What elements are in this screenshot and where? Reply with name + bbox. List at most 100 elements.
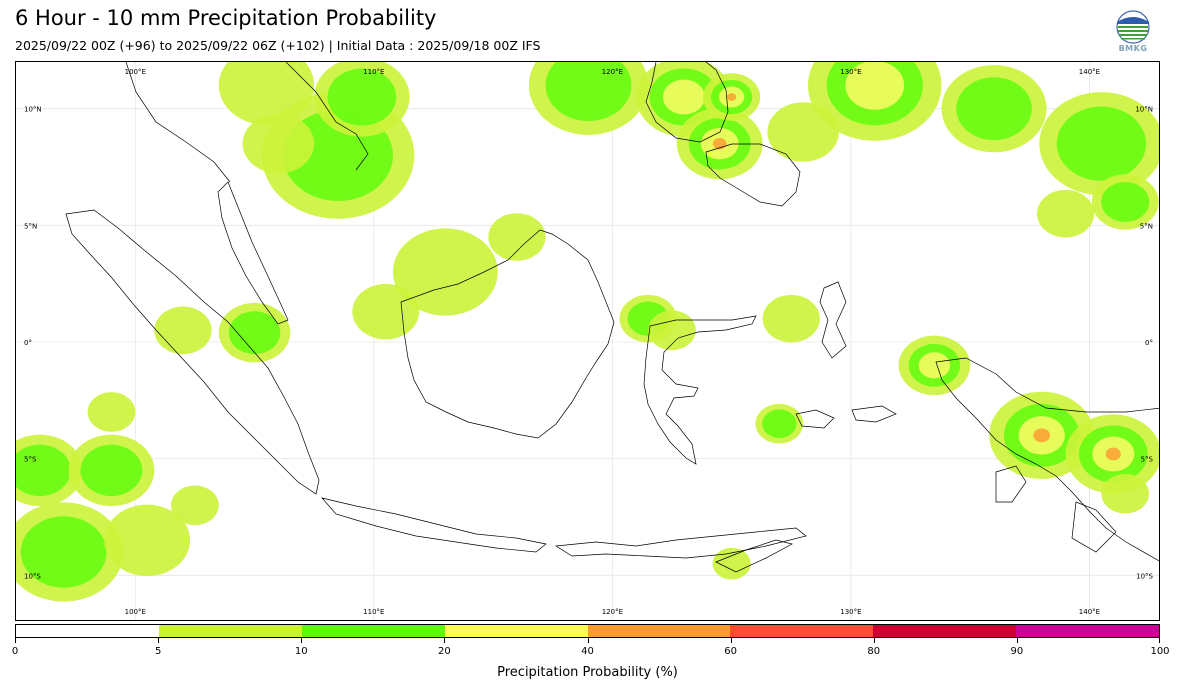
lat-tick-label: 10°S bbox=[1136, 572, 1153, 580]
precip-area-level-1 bbox=[488, 213, 546, 261]
colorbar-tick-label: 100 bbox=[1150, 646, 1170, 657]
colorbar-segment bbox=[444, 625, 588, 637]
indochina-coast bbox=[125, 62, 369, 183]
precip-area-level-3 bbox=[918, 352, 951, 379]
precip-area-level-2 bbox=[20, 516, 107, 588]
lon-tick-label: 120°E bbox=[602, 608, 623, 616]
precip-area-level-1 bbox=[171, 485, 219, 526]
colorbar-tick-label: 5 bbox=[154, 646, 162, 657]
lesser-sunda-coast bbox=[554, 527, 807, 559]
colorbar-tick-label: 0 bbox=[11, 646, 19, 657]
colorbar-tick-label: 90 bbox=[1010, 646, 1024, 657]
coastlines bbox=[65, 62, 1159, 573]
lat-tick-label: 5°S bbox=[1141, 456, 1154, 464]
lat-tick-label: 5°N bbox=[24, 222, 37, 230]
precipitation-layer bbox=[16, 62, 1159, 602]
lon-tick-label: 130°E bbox=[840, 68, 861, 76]
precip-area-level-4 bbox=[727, 93, 737, 101]
precip-area-level-1 bbox=[154, 306, 212, 355]
colorbar-tick-label: 60 bbox=[724, 646, 737, 657]
lon-tick-label: 140°E bbox=[1079, 608, 1100, 616]
precip-area-level-2 bbox=[762, 409, 797, 438]
lat-tick-label: 0° bbox=[1145, 339, 1153, 347]
lat-tick-label: 10°S bbox=[24, 572, 41, 580]
colorbar-tick-label: 80 bbox=[867, 646, 881, 657]
malay-peninsula-coast bbox=[217, 181, 289, 325]
colorbar-tick bbox=[873, 638, 875, 643]
logo-text: BMKG bbox=[1118, 44, 1148, 53]
lon-tick-label: 130°E bbox=[840, 608, 861, 616]
precip-area-level-2 bbox=[16, 444, 71, 497]
precip-area-level-1 bbox=[648, 310, 696, 351]
lon-tick-label: 110°E bbox=[363, 68, 384, 76]
new-guinea-south-coast bbox=[995, 465, 1117, 553]
lat-tick-label: 0° bbox=[24, 339, 32, 347]
precip-area-level-1 bbox=[352, 283, 420, 340]
precip-area-level-2 bbox=[956, 77, 1032, 141]
precip-area-level-1 bbox=[242, 113, 315, 174]
map-canvas: 100°E 100°E 110°E 110°E 120°E 120°E 130°E 130°E… bbox=[16, 62, 1159, 620]
lat-tick-label: 10°N bbox=[24, 106, 42, 114]
precip-area-level-4 bbox=[1033, 428, 1051, 443]
colorbar-tick-label: 10 bbox=[294, 646, 308, 657]
java-coast bbox=[321, 497, 547, 553]
precip-area-level-1 bbox=[1101, 473, 1150, 514]
timor-coast bbox=[715, 539, 793, 573]
mindanao-coast bbox=[705, 143, 801, 207]
precip-area-level-1 bbox=[767, 102, 839, 162]
precip-area-level-1 bbox=[104, 504, 191, 577]
colorbar-tick bbox=[730, 638, 732, 643]
philippines-coast bbox=[645, 62, 729, 143]
sulawesi-coast bbox=[643, 315, 757, 465]
precip-area-level-2 bbox=[1056, 106, 1147, 181]
colorbar-tick bbox=[1159, 638, 1160, 643]
chart-subtitle: 2025/09/22 00Z (+96) to 2025/09/22 06Z (… bbox=[15, 38, 541, 53]
chart-title: 6 Hour - 10 mm Precipitation Probability bbox=[15, 6, 437, 30]
precip-area-level-3 bbox=[662, 79, 705, 115]
precip-area-level-2 bbox=[1101, 182, 1150, 222]
lat-tick-label: 5°N bbox=[1140, 222, 1153, 230]
colorbar-segment bbox=[16, 625, 159, 637]
precip-area-level-4 bbox=[1105, 447, 1121, 461]
colorbar-segment bbox=[158, 625, 302, 637]
colorbar-segment bbox=[1016, 625, 1159, 637]
precip-area-level-1 bbox=[712, 547, 751, 580]
colorbar-tick bbox=[444, 638, 446, 643]
colorbar-segment bbox=[587, 625, 731, 637]
colorbar-segment bbox=[730, 625, 874, 637]
colorbar-tick bbox=[158, 638, 160, 643]
precip-area-level-1 bbox=[218, 62, 315, 125]
colorbar bbox=[15, 624, 1160, 638]
sumatra-coast bbox=[65, 209, 320, 495]
papua-coast bbox=[935, 357, 1159, 562]
precip-area-level-1 bbox=[762, 294, 820, 343]
precip-area-level-2 bbox=[228, 311, 281, 355]
colorbar-segment bbox=[873, 625, 1017, 637]
precip-area-level-1 bbox=[1036, 189, 1095, 238]
halmahera-coast bbox=[819, 281, 847, 359]
precip-area-level-1 bbox=[87, 392, 136, 432]
borneo-coast bbox=[400, 229, 615, 439]
colorbar-tick bbox=[301, 638, 303, 643]
colorbar-tick bbox=[1016, 638, 1018, 643]
colorbar-tick-label: 20 bbox=[438, 646, 451, 657]
axis-labels: 100°E 100°E 110°E 110°E 120°E 120°E 130°E 130°E… bbox=[24, 68, 1154, 616]
precip-area-level-2 bbox=[80, 444, 143, 497]
lon-tick-label: 140°E bbox=[1079, 68, 1100, 76]
lat-tick-label: 10°N bbox=[1135, 106, 1153, 114]
lat-tick-label: 5°S bbox=[24, 456, 37, 464]
lon-tick-label: 100°E bbox=[125, 68, 146, 76]
colorbar-tick-label: 40 bbox=[581, 646, 594, 657]
precip-area-level-1 bbox=[392, 228, 498, 316]
map-panel: 100°E 100°E 110°E 110°E 120°E 120°E 130°E 130°E… bbox=[15, 61, 1160, 621]
colorbar-tick bbox=[15, 638, 16, 643]
precip-area-level-3 bbox=[845, 62, 905, 110]
precip-area-level-2 bbox=[545, 62, 632, 122]
precip-area-level-2 bbox=[327, 68, 397, 126]
colorbar-title: Precipitation Probability (%) bbox=[497, 665, 678, 680]
seram-coast bbox=[795, 405, 897, 429]
lon-tick-label: 110°E bbox=[363, 608, 384, 616]
colorbar-segment bbox=[301, 625, 445, 637]
bmkg-logo-icon bbox=[1116, 10, 1150, 44]
colorbar-tick bbox=[587, 638, 589, 643]
